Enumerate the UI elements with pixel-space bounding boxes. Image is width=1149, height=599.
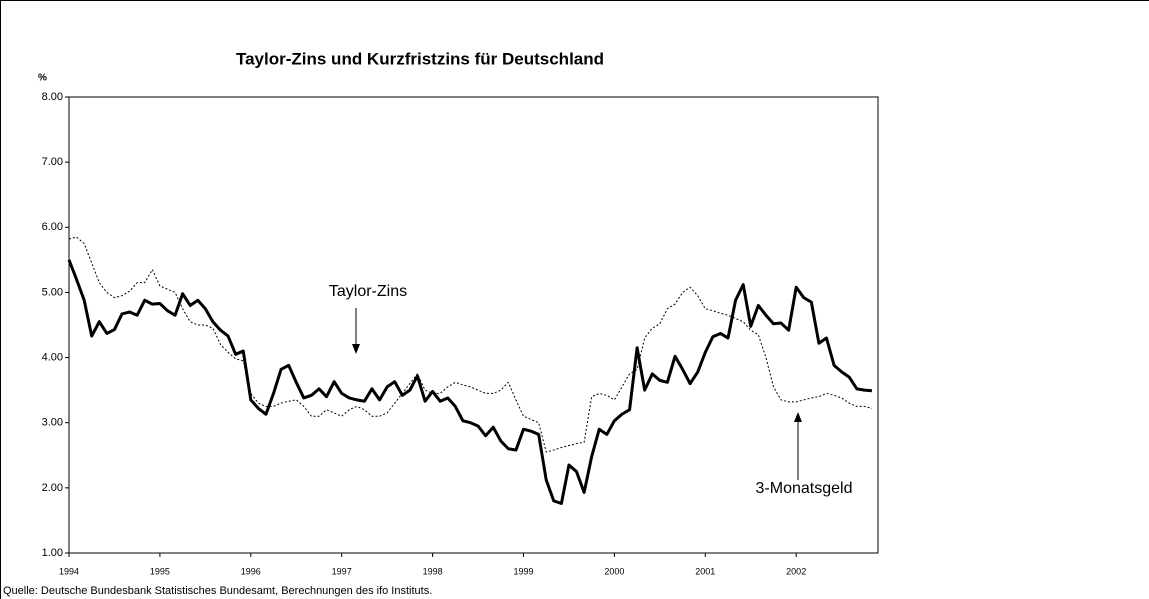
x-tick-label: 1999	[513, 566, 533, 576]
y-tick-label: 2.00	[42, 482, 63, 494]
y-tick-label: 7.00	[42, 156, 63, 168]
y-tick-label: 8.00	[42, 91, 63, 103]
series-label: Taylor-Zins	[329, 283, 407, 300]
series-label: 3-Monatsgeld	[756, 480, 853, 497]
x-tick-label: 1996	[241, 566, 261, 576]
y-tick-label: 1.00	[42, 547, 63, 559]
y-tick-label: 5.00	[42, 286, 63, 298]
x-tick-label: 2001	[695, 566, 715, 576]
series-line	[67, 259, 873, 505]
y-tick-label: 6.00	[42, 221, 63, 233]
annotation-arrowhead	[352, 344, 360, 354]
x-tick-label: 1998	[423, 566, 443, 576]
series-line	[68, 236, 873, 453]
x-tick-label: 1995	[150, 566, 170, 576]
x-tick-label: 1997	[332, 566, 352, 576]
plot-area	[68, 96, 879, 554]
chart-title: Taylor-Zins und Kurzfristzins für Deutsc…	[236, 49, 604, 68]
x-tick-label: 2000	[604, 566, 624, 576]
y-tick-label: 4.00	[42, 351, 63, 363]
y-tick-label: 3.00	[42, 417, 63, 429]
x-tick-label: 2002	[786, 566, 806, 576]
annotation-arrowhead	[794, 412, 802, 422]
x-tick-label: 1994	[59, 566, 79, 576]
source-note: Quelle: Deutsche Bundesbank Statistische…	[3, 585, 432, 597]
y-axis-label: %	[38, 73, 47, 84]
